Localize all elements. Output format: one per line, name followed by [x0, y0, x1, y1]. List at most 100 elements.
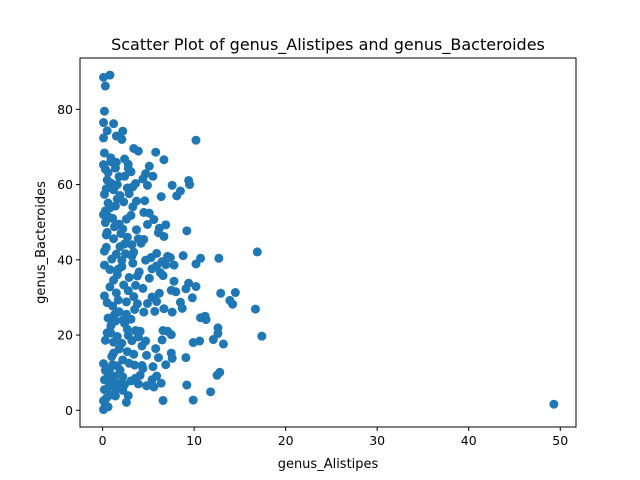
x-axis-label: genus_Alistipes	[278, 457, 379, 472]
data-point	[118, 372, 128, 382]
data-point	[130, 360, 140, 370]
y-axis-label: genus_Bacteroides	[34, 181, 49, 304]
data-point	[142, 381, 152, 391]
data-point	[191, 282, 201, 292]
data-point	[101, 393, 111, 403]
data-point	[169, 260, 179, 270]
data-point	[105, 203, 115, 213]
data-point	[139, 307, 149, 317]
data-point	[132, 299, 142, 309]
data-point	[128, 182, 138, 192]
data-point	[131, 196, 141, 206]
data-point	[110, 222, 120, 232]
data-point	[99, 133, 109, 143]
data-point	[128, 258, 138, 268]
data-point	[99, 375, 109, 385]
data-point	[153, 353, 163, 363]
data-point	[159, 155, 169, 165]
data-point	[214, 253, 224, 263]
data-point	[133, 146, 143, 156]
data-point	[142, 350, 152, 360]
data-point	[129, 292, 139, 302]
data-point	[133, 234, 143, 244]
y-tick-label: 80	[57, 102, 73, 117]
data-point	[102, 227, 112, 237]
data-point	[134, 267, 144, 277]
data-point	[167, 180, 177, 190]
data-point	[188, 395, 198, 405]
data-point	[152, 297, 162, 307]
data-point	[117, 256, 127, 266]
data-point	[109, 234, 119, 244]
data-point	[106, 157, 116, 167]
data-point	[99, 148, 109, 158]
data-point	[118, 355, 128, 365]
data-point	[167, 307, 177, 317]
data-point	[99, 189, 109, 199]
data-point	[108, 213, 118, 223]
data-point	[133, 332, 143, 342]
data-point	[131, 280, 141, 290]
data-point	[161, 220, 171, 230]
data-point	[111, 288, 121, 298]
data-point	[110, 391, 120, 401]
x-tick-label: 50	[552, 433, 568, 448]
data-point	[127, 240, 137, 250]
data-point	[129, 349, 139, 359]
data-point	[127, 251, 137, 261]
data-point	[109, 119, 119, 129]
data-point	[161, 360, 171, 370]
data-point	[178, 251, 188, 261]
data-point	[182, 226, 192, 236]
data-point	[142, 219, 152, 229]
data-point	[206, 387, 216, 397]
data-point	[185, 180, 195, 190]
data-point	[118, 385, 128, 395]
data-point	[215, 367, 225, 377]
x-tick-label: 40	[461, 433, 477, 448]
data-point	[228, 299, 238, 309]
x-tick-label: 20	[278, 433, 294, 448]
data-point	[118, 126, 128, 136]
data-point	[121, 297, 131, 307]
data-point	[250, 304, 260, 314]
data-point	[123, 163, 133, 173]
data-point	[113, 264, 123, 274]
data-point	[166, 330, 176, 340]
data-point	[100, 218, 110, 228]
data-point	[126, 210, 136, 220]
data-point	[191, 259, 201, 269]
data-point	[99, 291, 109, 301]
data-point	[126, 314, 136, 324]
data-point	[100, 81, 110, 91]
data-point	[135, 370, 145, 380]
data-point	[150, 306, 160, 316]
data-point	[148, 362, 158, 372]
data-point	[102, 298, 112, 308]
y-tick-label: 60	[57, 177, 73, 192]
data-point	[113, 295, 123, 305]
data-point	[216, 288, 226, 298]
y-tick-label: 40	[57, 252, 73, 267]
data-point	[126, 376, 136, 386]
data-point	[156, 378, 166, 388]
data-point	[120, 171, 130, 181]
data-point	[201, 315, 211, 325]
data-point	[138, 364, 148, 374]
data-point	[102, 126, 112, 136]
data-point	[230, 288, 240, 298]
data-point	[549, 399, 559, 409]
data-point	[152, 371, 162, 381]
data-point	[99, 246, 109, 256]
data-point	[100, 335, 110, 345]
data-points	[99, 70, 559, 415]
data-point	[213, 329, 223, 339]
data-point	[167, 353, 177, 363]
plot-frame	[79, 57, 577, 428]
data-point	[165, 253, 175, 263]
data-point	[99, 118, 109, 128]
data-point	[151, 344, 161, 354]
data-point	[117, 134, 127, 144]
data-point	[112, 332, 122, 342]
